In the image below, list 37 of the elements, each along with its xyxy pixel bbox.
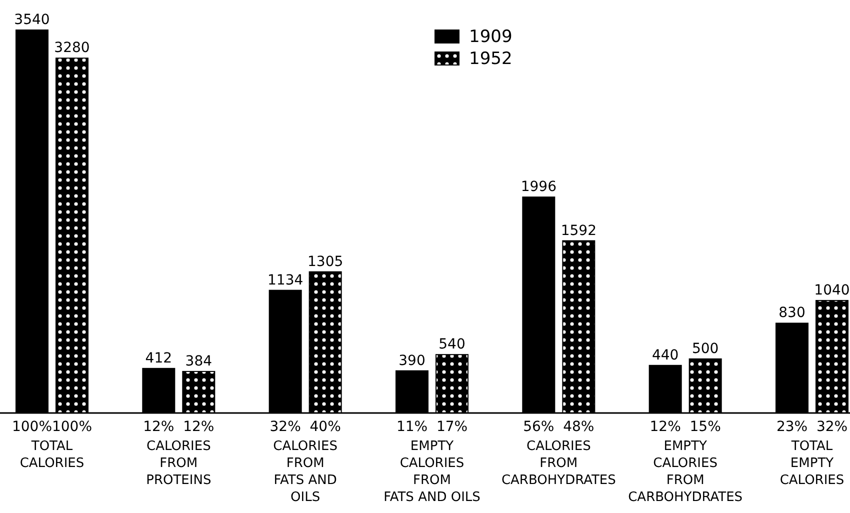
data-label: 440: [652, 347, 679, 364]
x-tick-label: TOTAL CALORIES: [20, 439, 84, 471]
annotation: 15%: [690, 419, 721, 435]
data-label: 1134: [268, 272, 304, 288]
data-label: 1996: [520, 179, 557, 196]
legend-label: 1952: [469, 49, 512, 69]
data-label: 500: [692, 340, 719, 357]
legend-label: 1909: [469, 27, 512, 47]
data-label: 412: [145, 350, 172, 366]
annotation: 32%: [816, 419, 848, 435]
data-label: 1305: [308, 254, 344, 270]
annotation: 40%: [310, 419, 341, 435]
data-label: 384: [185, 353, 212, 370]
x-tick-label: EMPTY CALORIES FROM CARBOHYDRATES: [628, 439, 743, 505]
annotation: 23%: [776, 419, 808, 435]
data-label: 540: [438, 336, 466, 353]
annotation: 100%: [12, 419, 52, 435]
data-label: 830: [778, 305, 806, 322]
annotation: 100%: [52, 419, 92, 435]
data-label: 3540: [14, 12, 50, 28]
annotation: 56%: [523, 419, 554, 435]
annotation: 32%: [270, 419, 301, 435]
data-label: 1040: [814, 282, 850, 298]
annotation: 12%: [183, 419, 214, 435]
data-label: 390: [398, 352, 426, 369]
x-tick-label: TOTAL EMPTY CALORIES: [780, 439, 844, 488]
annotation: 12%: [650, 419, 681, 435]
x-tick-label: CALORIES FROM CARBOHYDRATES: [501, 439, 616, 488]
x-tick-label: EMPTY CALORIES FROM FATS AND OILS: [384, 439, 480, 505]
data-label: 1592: [560, 222, 596, 239]
data-label: 3280: [54, 40, 90, 56]
annotation: 17%: [436, 419, 468, 435]
annotation: 48%: [563, 419, 594, 435]
annotation: 11%: [396, 419, 428, 435]
x-tick-label: CALORIES FROM FATS AND OILS: [273, 439, 338, 505]
x-tick-label: CALORIES FROM PROTEINS: [146, 439, 212, 488]
annotation: 12%: [143, 419, 174, 435]
